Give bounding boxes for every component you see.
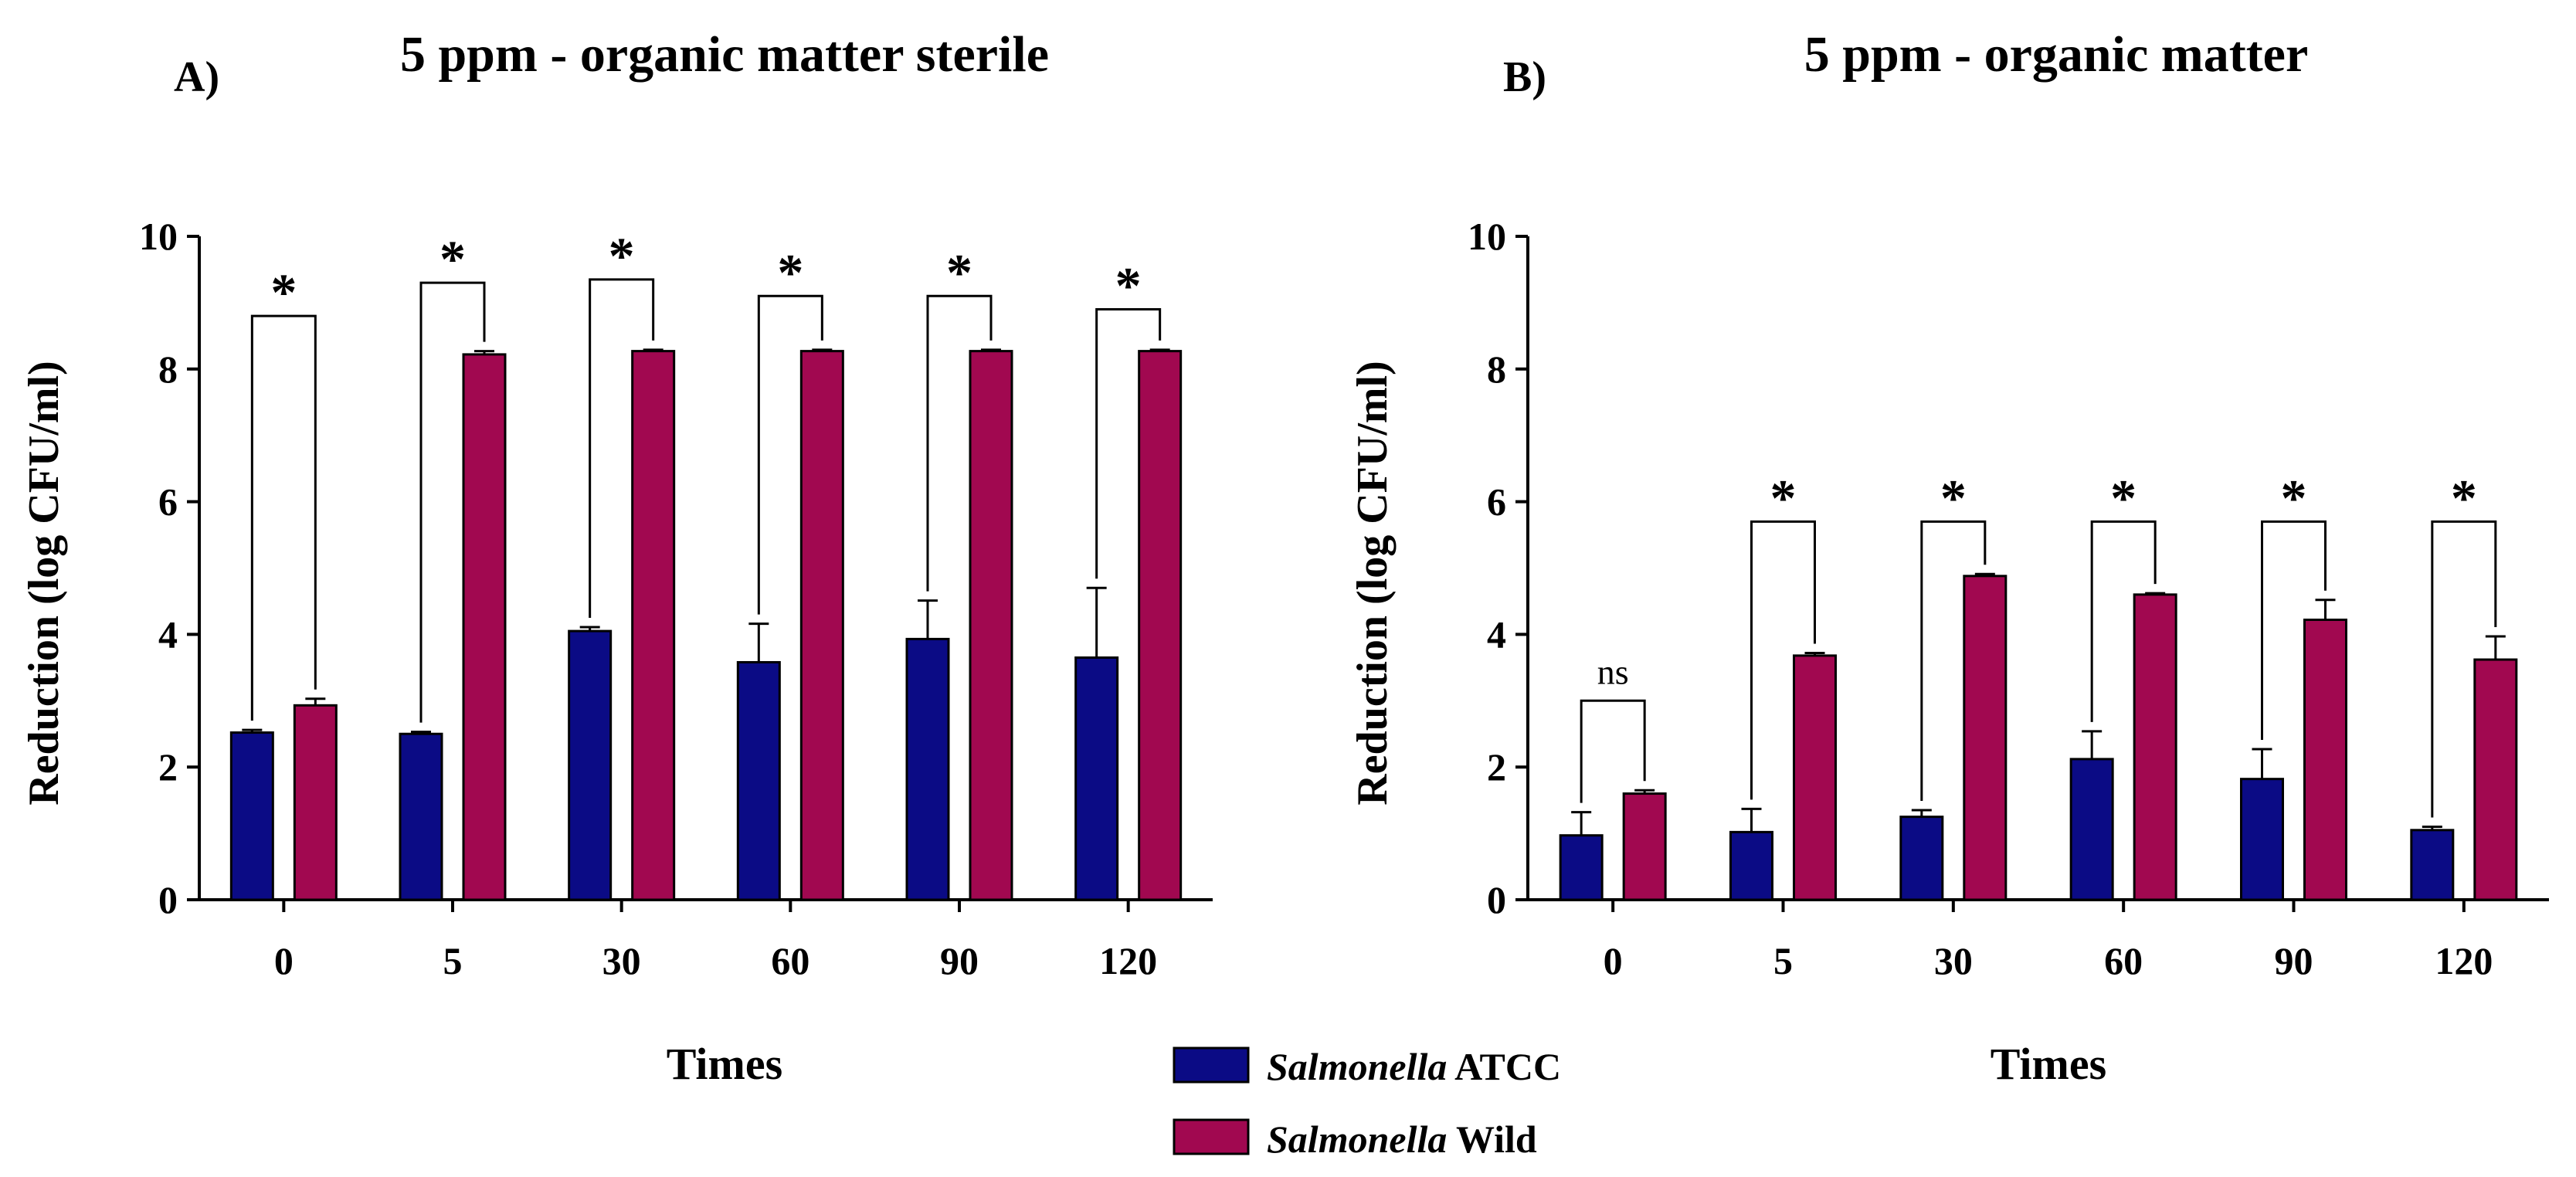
- bar-atcc: [2240, 778, 2284, 901]
- y-axis-label: Reduction (log CFU/ml): [20, 361, 68, 806]
- bar-wild: [293, 704, 338, 901]
- bar-wild: [969, 350, 1013, 901]
- bar-atcc: [2410, 829, 2455, 901]
- bar-atcc: [1559, 834, 1604, 901]
- panel-letter: B): [1503, 53, 1546, 101]
- bar-atcc: [399, 732, 443, 901]
- significance-label: *: [2281, 468, 2307, 527]
- x-tick-label: 30: [1934, 939, 1973, 982]
- significance-bracket: [1580, 699, 1646, 803]
- y-tick-label: 4: [1487, 612, 1506, 656]
- significance-bracket: [2431, 520, 2497, 818]
- legend-label-italic: Salmonella: [1267, 1118, 1447, 1161]
- y-axis-label: Reduction (log CFU/ml): [1349, 361, 1397, 806]
- bar-wild: [1622, 792, 1667, 901]
- chart-title: 5 ppm - organic matter: [1804, 26, 2309, 83]
- y-tick-label: 0: [1487, 878, 1506, 921]
- significance-label: *: [2110, 468, 2136, 527]
- bar-wild: [2303, 619, 2347, 901]
- bar-atcc: [568, 629, 613, 901]
- significance-bracket: [1920, 520, 1987, 802]
- bar-atcc: [1899, 816, 1944, 901]
- significance-bracket: [2090, 520, 2157, 722]
- panel-a: A) 5 ppm - organic matter sterile Reduct…: [20, 26, 1213, 1089]
- significance-bracket: [1095, 307, 1162, 579]
- y-tick-label: 2: [158, 745, 178, 789]
- x-tick-label: 30: [602, 939, 641, 982]
- bar-atcc: [1074, 656, 1119, 901]
- x-axis-label: Times: [667, 1039, 782, 1089]
- plot-area: 0 2 4 6 8 10 0 * 5 * 30 * 60 * 90 * 120 *: [139, 215, 1213, 982]
- bar-atcc: [1729, 830, 1773, 901]
- legend-item-atcc: Salmonella ATCC: [1173, 1045, 1561, 1088]
- x-tick-label: 120: [1099, 939, 1157, 982]
- legend-swatch-atcc: [1173, 1046, 1250, 1084]
- plot-area: 0 2 4 6 8 10 0 ns 5 * 30 * 60 * 90 * 120 *: [1468, 215, 2549, 982]
- significance-label: *: [2451, 468, 2477, 527]
- panel-b: B) 5 ppm - organic matter Reduction (log…: [1349, 26, 2549, 1089]
- legend-label-wild: Salmonella Wild: [1267, 1118, 1537, 1161]
- legend: Salmonella ATCC Salmonella Wild: [1173, 1045, 1561, 1161]
- x-tick-label: 120: [2435, 939, 2493, 982]
- x-tick-label: 60: [2104, 939, 2143, 982]
- bar-atcc: [229, 731, 274, 901]
- y-tick-label: 6: [1487, 480, 1506, 524]
- x-tick-label: 0: [274, 939, 294, 982]
- bar-atcc: [736, 660, 781, 901]
- legend-label-atcc: Salmonella ATCC: [1267, 1045, 1561, 1088]
- y-tick-label: 8: [1487, 348, 1506, 391]
- y-tick-label: 4: [158, 612, 178, 656]
- significance-label: *: [1770, 468, 1797, 527]
- bar-wild: [631, 350, 676, 901]
- y-tick-label: 2: [1487, 745, 1506, 789]
- y-tick-label: 8: [158, 348, 178, 391]
- significance-bracket: [589, 278, 655, 618]
- bar-wild: [1963, 575, 2008, 901]
- legend-label-rest: ATCC: [1447, 1045, 1561, 1088]
- x-axis-label: Times: [1991, 1039, 2106, 1089]
- significance-bracket: [757, 294, 823, 615]
- x-tick-label: 60: [771, 939, 809, 982]
- y-tick-label: 0: [158, 878, 178, 921]
- significance-label: ns: [1597, 652, 1629, 691]
- significance-label: *: [1940, 468, 1967, 527]
- y-tick-label: 10: [139, 215, 178, 258]
- bar-wild: [799, 350, 844, 901]
- legend-swatch-wild: [1173, 1118, 1250, 1155]
- panel-letter: A): [174, 53, 219, 101]
- bar-atcc: [2069, 758, 2114, 901]
- significance-bracket: [926, 294, 993, 592]
- legend-item-wild: Salmonella Wild: [1173, 1118, 1537, 1161]
- x-tick-label: 5: [443, 939, 463, 982]
- x-tick-label: 90: [940, 939, 979, 982]
- significance-bracket: [419, 281, 486, 723]
- bar-wild: [2133, 593, 2177, 901]
- significance-label: *: [270, 263, 297, 321]
- significance-bracket: [250, 314, 317, 721]
- significance-label: *: [1115, 256, 1142, 314]
- bar-atcc: [905, 637, 950, 901]
- bar-wild: [462, 353, 507, 901]
- y-tick-label: 10: [1468, 215, 1506, 258]
- x-tick-label: 0: [1604, 939, 1623, 982]
- x-tick-label: 5: [1773, 939, 1793, 982]
- legend-label-italic: Salmonella: [1267, 1045, 1447, 1088]
- significance-label: *: [777, 243, 803, 301]
- bar-wild: [1793, 654, 1837, 901]
- significance-bracket: [2261, 520, 2327, 741]
- chart-title: 5 ppm - organic matter sterile: [400, 26, 1049, 83]
- x-tick-label: 90: [2275, 939, 2313, 982]
- bar-wild: [1138, 350, 1183, 901]
- legend-label-rest: Wild: [1447, 1118, 1536, 1161]
- y-tick-label: 6: [158, 480, 178, 524]
- significance-label: *: [946, 243, 972, 301]
- bar-wild: [2473, 658, 2518, 901]
- significance-label: *: [440, 229, 466, 288]
- significance-label: *: [609, 226, 635, 285]
- significance-bracket: [1750, 520, 1816, 800]
